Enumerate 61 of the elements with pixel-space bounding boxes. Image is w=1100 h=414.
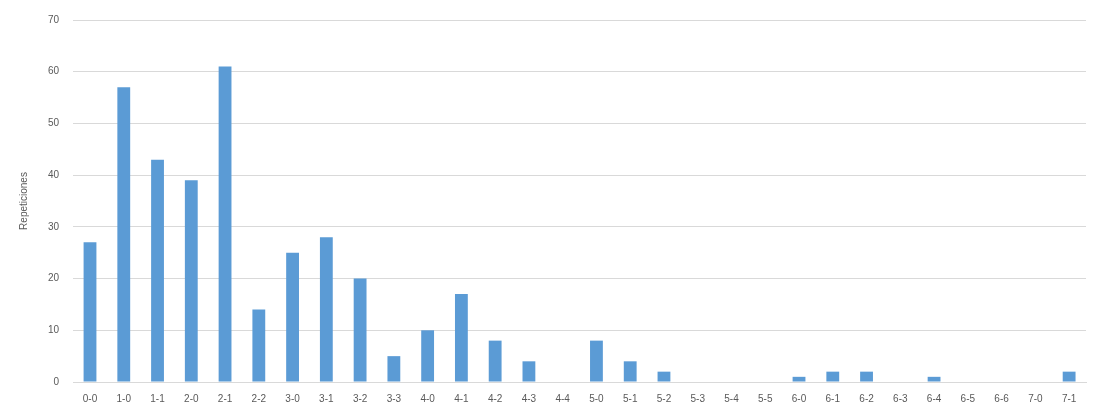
x-tick-label: 6-5 — [960, 392, 976, 404]
x-tick-label: 5-1 — [622, 392, 638, 404]
bar — [286, 252, 299, 382]
x-tick-label: 4-1 — [454, 392, 470, 404]
x-tick-label: 6-6 — [994, 392, 1010, 404]
y-tick-label: 50 — [48, 117, 60, 129]
bar — [151, 159, 164, 382]
x-tick-label: 3-2 — [352, 392, 368, 404]
x-tick-label: 4-4 — [555, 392, 571, 404]
x-tick-label: 3-1 — [319, 392, 335, 404]
x-tick-label: 2-1 — [217, 392, 233, 404]
x-tick-label: 0-0 — [82, 392, 98, 404]
y-axis-title: Repeticiones — [17, 172, 29, 230]
bar — [590, 340, 603, 382]
bar — [421, 330, 435, 382]
bar — [252, 309, 266, 382]
x-tick-label: 5-5 — [758, 392, 773, 404]
bar — [83, 242, 97, 382]
x-tick-label: 5-0 — [589, 392, 605, 404]
x-tick-label: 6-4 — [926, 392, 942, 404]
y-tick-label: 30 — [48, 220, 60, 232]
y-tick-label: 40 — [48, 168, 60, 180]
x-tick-label: 7-1 — [1061, 392, 1077, 404]
y-tick-label: 0 — [53, 375, 60, 387]
bar — [826, 371, 840, 382]
x-tick-label: 1-1 — [150, 392, 166, 404]
bar — [117, 87, 131, 382]
bar — [488, 340, 502, 382]
x-tick-label: 6-3 — [893, 392, 908, 404]
x-tick-label: 2-2 — [251, 392, 267, 404]
x-tick-label: 7-0 — [1028, 392, 1044, 404]
bar — [657, 371, 671, 382]
x-tick-label: 4-0 — [420, 392, 436, 404]
x-tick-label: 4-3 — [521, 392, 537, 404]
bar — [353, 278, 367, 382]
bar — [927, 376, 941, 382]
x-tick-label: 3-3 — [386, 392, 402, 404]
bar — [184, 180, 198, 382]
bar — [387, 356, 401, 382]
x-tick-label: 5-4 — [724, 392, 740, 404]
x-tick-label: 2-0 — [184, 392, 199, 404]
x-tick-label: 1-0 — [116, 392, 132, 404]
x-tick-label: 6-0 — [791, 392, 807, 404]
y-tick-label: 70 — [48, 13, 60, 25]
y-tick-label: 60 — [48, 65, 60, 77]
bar — [860, 371, 873, 382]
x-tick-label: 6-2 — [859, 392, 875, 404]
x-tick-label: 5-3 — [690, 392, 706, 404]
bar — [454, 294, 468, 382]
x-tick-label: 4-2 — [487, 392, 503, 404]
y-tick-label: 20 — [48, 272, 60, 284]
bar — [218, 66, 232, 382]
x-tick-label: 5-2 — [656, 392, 672, 404]
x-tick-label: 6-1 — [825, 392, 841, 404]
bar — [792, 376, 806, 382]
bar — [522, 361, 536, 382]
y-tick-label: 10 — [48, 324, 60, 336]
bar — [319, 237, 333, 382]
bar — [623, 361, 637, 382]
bar — [1062, 371, 1076, 382]
x-tick-label: 3-0 — [285, 392, 301, 404]
